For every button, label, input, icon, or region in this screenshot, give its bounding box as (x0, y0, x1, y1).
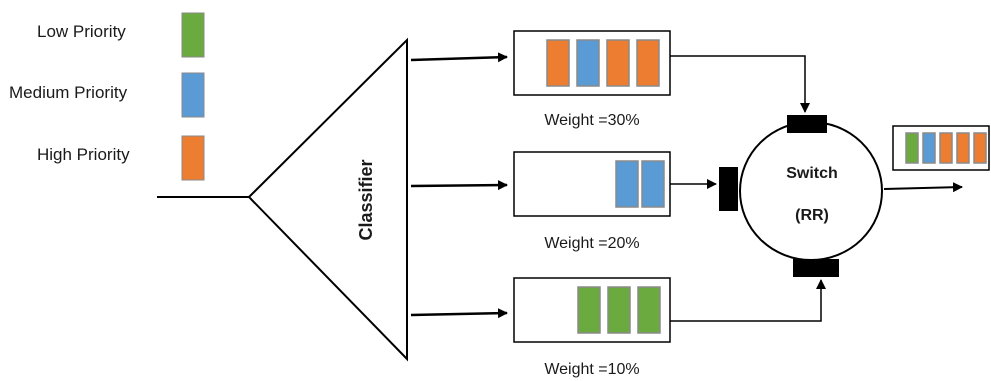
connector-high-to-switch (670, 55, 810, 113)
low-priority-packet (637, 286, 661, 334)
legend-low-label: Low Priority (37, 22, 126, 41)
medium-priority-packet (615, 160, 639, 208)
legend: Low Priority Medium Priority High Priori… (9, 12, 205, 181)
legend-high-swatch (181, 135, 205, 181)
high-priority-packet (973, 132, 987, 164)
switch-port-top (787, 115, 827, 133)
output-arrow (883, 182, 963, 193)
switch-sublabel: (RR) (795, 207, 829, 224)
legend-medium-label: Medium Priority (9, 83, 128, 102)
switch-port-bottom (793, 259, 839, 277)
medium-priority-packet (641, 160, 665, 208)
medium-priority-packet (576, 39, 600, 87)
legend-medium-swatch (181, 72, 205, 118)
switch-label: Switch (786, 165, 838, 182)
high-priority-packet (606, 39, 630, 87)
weight-label: Weight =30% (544, 112, 639, 129)
arrow-to-low-queue (410, 308, 508, 319)
high-priority-packet (956, 132, 970, 164)
weight-label: Weight =20% (544, 235, 639, 252)
low-priority-packet (607, 286, 631, 334)
legend-high-label: High Priority (37, 145, 130, 164)
high-priority-packet (636, 39, 660, 87)
queue-low: Weight =10% (513, 277, 671, 378)
queue-high: Weight =30% (513, 30, 671, 129)
arrow-to-medium-queue (410, 180, 508, 191)
queue-medium: Weight =20% (513, 151, 671, 252)
classifier-label: Classifier (356, 159, 376, 240)
connector-low-to-switch (670, 279, 826, 322)
switch-circle (739, 121, 883, 261)
low-priority-packet (905, 132, 919, 164)
medium-priority-packet (922, 132, 936, 164)
classifier-triangle (247, 37, 408, 362)
high-priority-packet (546, 39, 570, 87)
legend-low-swatch (181, 12, 205, 58)
arrow-to-high-queue (410, 52, 508, 63)
low-priority-packet (577, 286, 601, 334)
switch-port-left (719, 167, 738, 211)
output-queue (892, 125, 990, 171)
weight-label: Weight =10% (544, 361, 639, 378)
high-priority-packet (939, 132, 953, 164)
